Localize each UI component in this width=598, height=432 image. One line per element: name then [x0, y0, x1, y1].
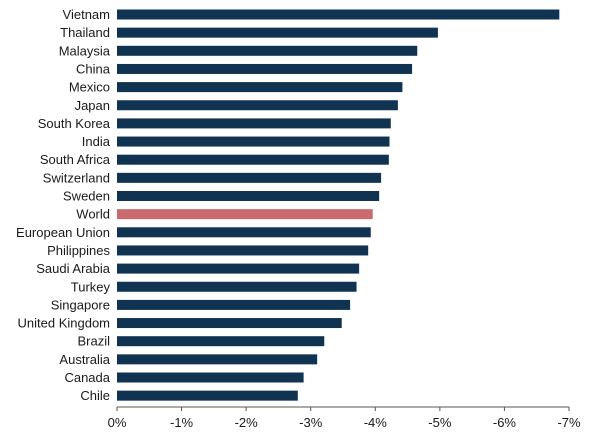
bar-singapore: [117, 299, 351, 310]
category-label-singapore: Singapore: [51, 297, 110, 312]
category-label-world: World: [76, 207, 110, 222]
category-label-south-korea: South Korea: [38, 116, 111, 131]
bar-south-africa: [117, 154, 389, 165]
bar-malaysia: [117, 45, 418, 56]
x-tick-label: -4%: [364, 415, 388, 430]
category-label-south-africa: South Africa: [40, 152, 111, 167]
bar-turkey: [117, 281, 357, 292]
bar-brazil: [117, 336, 325, 347]
category-label-mexico: Mexico: [69, 80, 110, 95]
x-tick-label: -6%: [493, 415, 517, 430]
bar-thailand: [117, 27, 438, 38]
bar-united-kingdom: [117, 318, 342, 329]
bar-vietnam: [117, 9, 560, 20]
category-label-switzerland: Switzerland: [43, 170, 110, 185]
bar-chile: [117, 390, 298, 401]
category-label-malaysia: Malaysia: [59, 43, 111, 58]
x-tick-label: -5%: [428, 415, 452, 430]
bar-canada: [117, 372, 304, 383]
bars-group: [117, 9, 560, 401]
category-label-saudi-arabia: Saudi Arabia: [36, 261, 110, 276]
category-label-brazil: Brazil: [77, 334, 110, 349]
bar-australia: [117, 354, 318, 365]
bar-mexico: [117, 82, 403, 93]
bar-saudi-arabia: [117, 263, 360, 274]
x-tick-label: -7%: [557, 415, 581, 430]
bar-china: [117, 63, 413, 74]
bar-world: [117, 209, 373, 220]
bar-philippines: [117, 245, 369, 256]
x-tick-label: 0%: [108, 415, 127, 430]
bar-south-korea: [117, 118, 391, 129]
category-label-philippines: Philippines: [47, 243, 110, 258]
bar-sweden: [117, 191, 380, 201]
category-label-india: India: [82, 134, 111, 149]
category-label-australia: Australia: [59, 352, 110, 367]
category-label-turkey: Turkey: [71, 279, 111, 294]
bar-japan: [117, 100, 398, 111]
x-tick-label: -3%: [299, 415, 323, 430]
category-label-canada: Canada: [64, 370, 110, 385]
x-tick-label: -2%: [235, 415, 259, 430]
x-axis: 0% -1% -2% -3% -4% -5% -6% -7%: [108, 406, 581, 430]
category-label-thailand: Thailand: [60, 25, 110, 40]
category-label-european-union: European Union: [16, 225, 110, 240]
x-tick-label: -1%: [170, 415, 194, 430]
category-label-vietnam: Vietnam: [63, 7, 110, 22]
category-label-chile: Chile: [80, 388, 110, 403]
bar-india: [117, 136, 390, 147]
bar-european-union: [117, 227, 371, 238]
category-label-united-kingdom: United Kingdom: [18, 316, 111, 331]
category-labels: Vietnam Thailand Malaysia China Mexico Japan S…: [16, 7, 111, 403]
category-label-sweden: Sweden: [63, 189, 110, 204]
category-label-japan: Japan: [75, 98, 110, 113]
category-label-china: China: [76, 61, 111, 76]
bar-switzerland: [117, 172, 382, 183]
